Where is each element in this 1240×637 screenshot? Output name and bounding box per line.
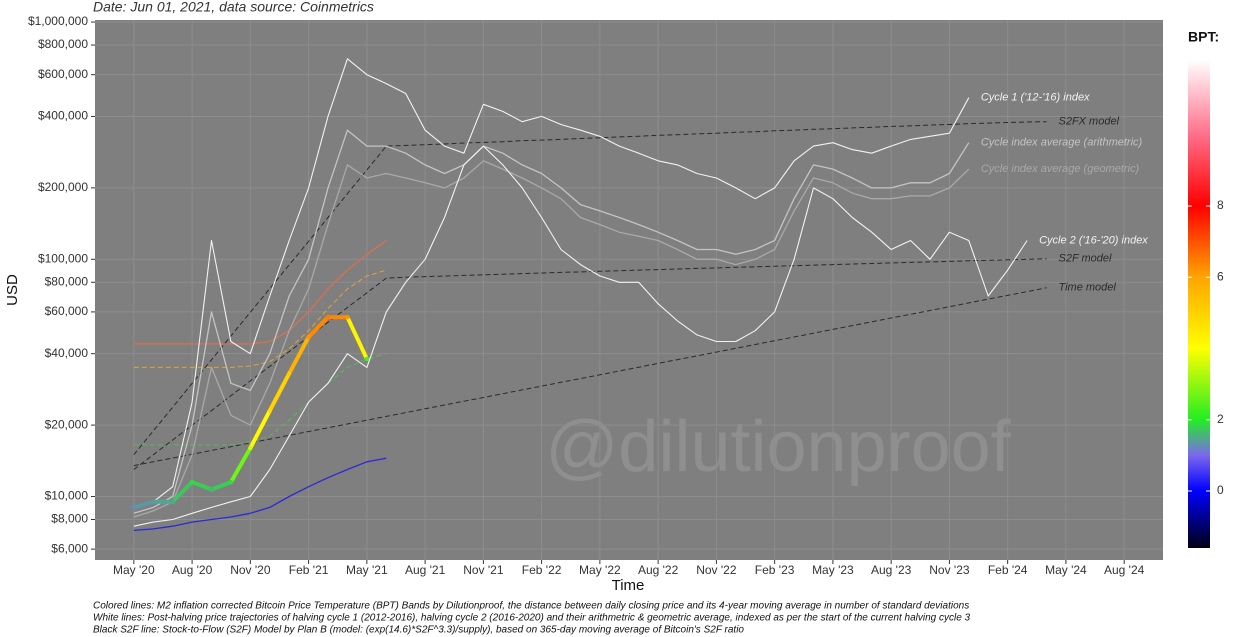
- colorbar-tick-label: 2: [1217, 412, 1224, 426]
- footnote: Colored lines: M2 inflation corrected Bi…: [93, 601, 969, 612]
- x-tick-label: Nov '23: [929, 563, 970, 577]
- price-point: [248, 445, 253, 451]
- y-tick-label: $60,000: [45, 304, 89, 318]
- price-point: [364, 356, 370, 362]
- colorbar-title: BPT:: [1188, 29, 1219, 45]
- colorbar-tick-label: 0: [1217, 483, 1224, 497]
- x-tick-label: Feb '23: [755, 563, 795, 577]
- y-tick-label: $10,000: [45, 489, 89, 503]
- y-axis-label: USD: [4, 274, 21, 306]
- price-point: [189, 479, 195, 485]
- x-tick-label: Nov '20: [230, 563, 271, 577]
- x-tick-label: May '20: [113, 563, 155, 577]
- series-label: Time model: [1058, 282, 1116, 294]
- series-label: Cycle index average (arithmetric): [981, 137, 1143, 149]
- price-point: [170, 499, 175, 504]
- y-tick-label: $600,000: [38, 67, 88, 81]
- y-tick-label: $40,000: [45, 346, 89, 360]
- price-segment: [209, 480, 233, 492]
- price-segment: [248, 408, 272, 451]
- subtitle: Date: Jun 01, 2021, data source: Coinmet…: [93, 0, 374, 15]
- colorbar: [1188, 60, 1210, 548]
- x-tick-label: May '22: [579, 563, 621, 577]
- x-tick-label: Nov '22: [696, 563, 737, 577]
- series-line: [133, 269, 387, 368]
- series-line: [133, 129, 970, 514]
- y-tick-label: $80,000: [45, 274, 89, 288]
- price-point: [209, 487, 214, 492]
- x-tick-label: Aug '22: [638, 563, 679, 577]
- y-tick-label: $8,000: [51, 512, 88, 526]
- series-line: [133, 145, 1028, 527]
- price-point: [286, 371, 292, 376]
- y-tick-label: $6,000: [51, 541, 88, 555]
- series-line: [133, 258, 1047, 470]
- price-segment: [190, 480, 214, 492]
- price-point: [228, 479, 234, 485]
- x-tick-label: May '21: [346, 563, 388, 577]
- series-line: [133, 121, 1047, 456]
- series-line: [133, 353, 387, 446]
- price-segment: [306, 315, 331, 340]
- series-line: [133, 239, 387, 345]
- series-line: [133, 58, 970, 508]
- y-tick-label: $100,000: [38, 251, 88, 265]
- price-segment: [345, 315, 369, 361]
- price-point: [345, 314, 350, 320]
- x-tick-label: Feb '22: [522, 563, 562, 577]
- y-tick-label: $400,000: [38, 109, 88, 123]
- x-tick-label: May '24: [1045, 563, 1087, 577]
- price-segment: [228, 446, 253, 485]
- series-label: Cycle 2 ('16-'20) index: [1039, 234, 1148, 246]
- x-tick-label: Nov '21: [463, 563, 504, 577]
- plot-panel: [95, 20, 1163, 560]
- y-tick-label: $20,000: [45, 417, 89, 431]
- price-segment: [267, 371, 292, 413]
- price-segment: [131, 499, 156, 510]
- price-point: [151, 499, 156, 504]
- series-label: S2FX model: [1058, 116, 1119, 128]
- y-tick-label: $200,000: [38, 180, 88, 194]
- footnote: White lines: Post-halving price trajecto…: [93, 613, 971, 624]
- x-tick-label: Feb '21: [289, 563, 329, 577]
- x-tick-label: Aug '20: [172, 563, 213, 577]
- y-tick-label: $800,000: [38, 37, 88, 51]
- x-tick-label: Aug '24: [1104, 563, 1145, 577]
- x-tick-label: Feb '24: [988, 563, 1028, 577]
- price-point: [306, 334, 311, 340]
- watermark: @dilutionproof: [545, 407, 1011, 487]
- price-point: [325, 314, 331, 320]
- series-line: [133, 457, 387, 532]
- x-tick-label: Aug '21: [405, 563, 446, 577]
- series-label: Cycle index average (geometric): [981, 163, 1140, 175]
- series-line: [133, 160, 970, 518]
- colorbar-tick-label: 6: [1217, 269, 1224, 283]
- footnote: Black S2F line: Stock-to-Flow (S2F) Mode…: [93, 625, 744, 636]
- series-label: Cycle 1 ('12-'16) index: [981, 92, 1090, 104]
- price-segment: [170, 480, 195, 504]
- y-tick-label: $1,000,000: [28, 14, 88, 28]
- colorbar-tick-label: 8: [1217, 198, 1224, 212]
- price-segment: [287, 335, 311, 376]
- series-line: [133, 287, 1047, 467]
- price-point: [267, 408, 272, 413]
- price-point: [131, 505, 137, 510]
- x-tick-label: Aug '23: [871, 563, 912, 577]
- x-tick-label: May '23: [812, 563, 854, 577]
- x-axis-label: Time: [612, 577, 645, 594]
- series-label: S2F model: [1058, 253, 1112, 265]
